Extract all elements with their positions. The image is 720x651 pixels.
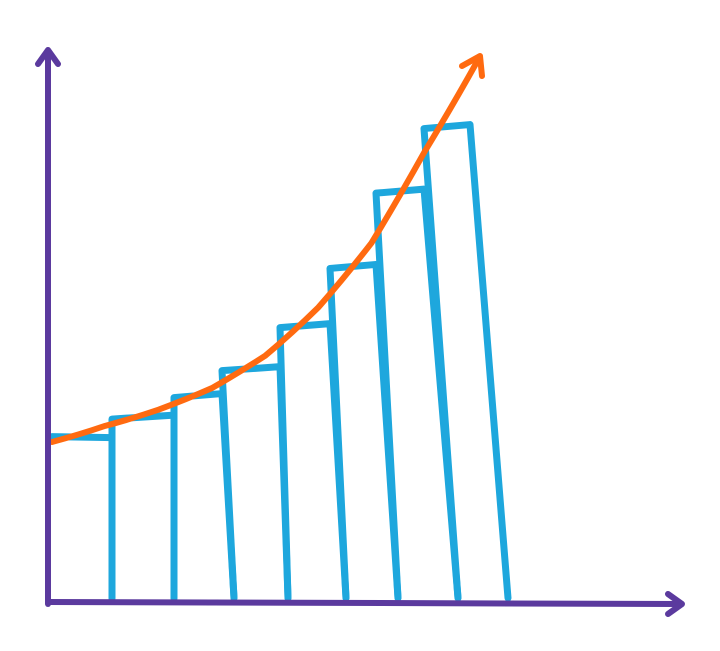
axes-layer bbox=[35, 47, 685, 617]
trend-line bbox=[49, 57, 481, 445]
bars-layer bbox=[48, 121, 512, 602]
x-axis-arrow-icon bbox=[665, 591, 685, 617]
trend-arrow-icon bbox=[459, 53, 485, 79]
x-axis bbox=[45, 599, 683, 607]
trend-layer bbox=[49, 53, 485, 445]
y-axis-arrow-icon bbox=[35, 47, 61, 67]
bar-2 bbox=[108, 411, 178, 602]
bar-1 bbox=[48, 433, 116, 602]
bar-8 bbox=[420, 121, 512, 602]
bar-4 bbox=[218, 363, 292, 602]
